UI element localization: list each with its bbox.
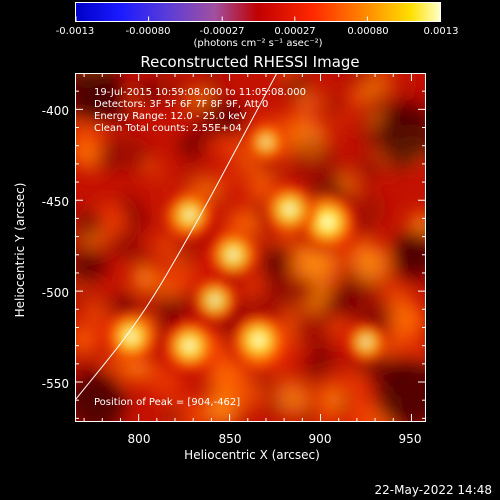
texture-blob (234, 380, 265, 410)
x-tick-label: 800 (127, 432, 151, 446)
texture-blob (135, 80, 159, 104)
texture-blob (226, 180, 259, 213)
texture-blob (80, 298, 94, 312)
texture-blob (344, 403, 374, 422)
colorbar (75, 2, 441, 22)
colorbar-tick-label: 0.0013 (423, 26, 459, 37)
texture-blob (144, 160, 161, 176)
y-tick-label: -500 (41, 286, 69, 300)
texture-blob (375, 103, 426, 163)
x-tick-label: 950 (398, 432, 422, 446)
texture-blob (159, 296, 185, 322)
bright-source (204, 226, 262, 284)
texture-blob (375, 358, 426, 422)
bright-source (260, 180, 319, 239)
bright-source (227, 309, 290, 372)
texture-blob (202, 139, 217, 155)
bright-source (342, 318, 390, 366)
texture-blob (75, 73, 125, 123)
colorbar-tick-label: -0.0013 (55, 26, 95, 37)
texture-blob (342, 73, 376, 90)
heatmap-texture (75, 73, 426, 422)
texture-blob (259, 244, 292, 277)
y-tick-label: -400 (41, 104, 69, 118)
bright-source (162, 187, 218, 243)
y-tick-label: -550 (41, 377, 69, 391)
texture-blob (359, 158, 381, 179)
bright-source (159, 315, 220, 376)
plot-frame (75, 73, 426, 422)
bright-source (188, 273, 242, 327)
observation-time-range: 19-Jul-2015 10:59:08.000 to 11:05:08.000 (94, 87, 306, 98)
peak-position-label: Position of Peak = [904,-462] (94, 397, 241, 408)
texture-blob (75, 140, 102, 167)
heatmap-sources (102, 120, 390, 376)
bright-source (102, 307, 161, 366)
solar-limb-curve (75, 73, 278, 401)
x-axis-label: Heliocentric X (arcsec) (184, 448, 320, 462)
bright-source (243, 120, 289, 165)
y-axis-label: Heliocentric Y (arcsec) (13, 182, 27, 318)
axis-ticks (75, 73, 426, 422)
texture-blob (200, 73, 224, 89)
texture-blob (179, 167, 194, 182)
texture-blob (291, 246, 328, 283)
colorbar-tick-label: -0.00080 (125, 26, 171, 37)
texture-blob (132, 250, 148, 266)
texture-blob (325, 390, 344, 410)
texture-blob (95, 282, 119, 306)
texture-blob (355, 290, 385, 320)
texture-blob (381, 73, 418, 100)
texture-blob (209, 90, 230, 111)
colorbar-unit-label: (photons cm⁻² s⁻¹ asec⁻²) (193, 38, 323, 49)
texture-blob (300, 406, 319, 422)
texture-blob (77, 358, 93, 374)
texture-blob (264, 274, 277, 287)
texture-blob (236, 412, 251, 422)
texture-blob (377, 276, 410, 309)
texture-blob (350, 243, 389, 282)
texture-blob (171, 253, 189, 271)
texture-blob (304, 351, 336, 382)
energy-range-info: Energy Range: 12.0 - 25.0 keV (94, 111, 247, 122)
texture-blob (327, 284, 366, 324)
texture-blob (288, 276, 318, 305)
texture-blob (166, 407, 184, 422)
x-tick-label: 900 (308, 432, 332, 446)
texture-blob (291, 312, 327, 348)
texture-blob (152, 73, 188, 105)
texture-blob (389, 303, 423, 337)
texture-blob (175, 104, 199, 128)
texture-blob (328, 93, 348, 114)
colorbar-tick-label: 0.00080 (347, 26, 389, 37)
texture-blob (284, 73, 308, 98)
texture-blob (131, 266, 155, 289)
y-tick-label: -450 (41, 195, 69, 209)
texture-blob (155, 237, 173, 256)
texture-blob (75, 209, 104, 238)
texture-blob (145, 362, 183, 399)
texture-blob (306, 137, 319, 150)
x-tick-label: 850 (218, 432, 242, 446)
clean-total-counts: Clean Total counts: 2.55E+04 (94, 123, 242, 134)
texture-blob (273, 380, 309, 417)
texture-blob (130, 141, 146, 158)
colorbar-tick-label: 0.00027 (274, 26, 316, 37)
generation-timestamp: 22-May-2022 14:48 (374, 483, 492, 497)
heatmap-plot (75, 73, 426, 422)
texture-blob (156, 264, 180, 289)
texture-blob (393, 231, 426, 275)
colorbar-tick-label: -0.00027 (199, 26, 245, 37)
plot-title: Reconstructed RHESSI Image (140, 53, 360, 71)
texture-blob (215, 378, 240, 403)
detectors-info: Detectors: 3F 5F 6F 7F 8F 9F, Att 0 (94, 99, 269, 110)
texture-blob (336, 163, 349, 176)
texture-blob (212, 166, 237, 191)
